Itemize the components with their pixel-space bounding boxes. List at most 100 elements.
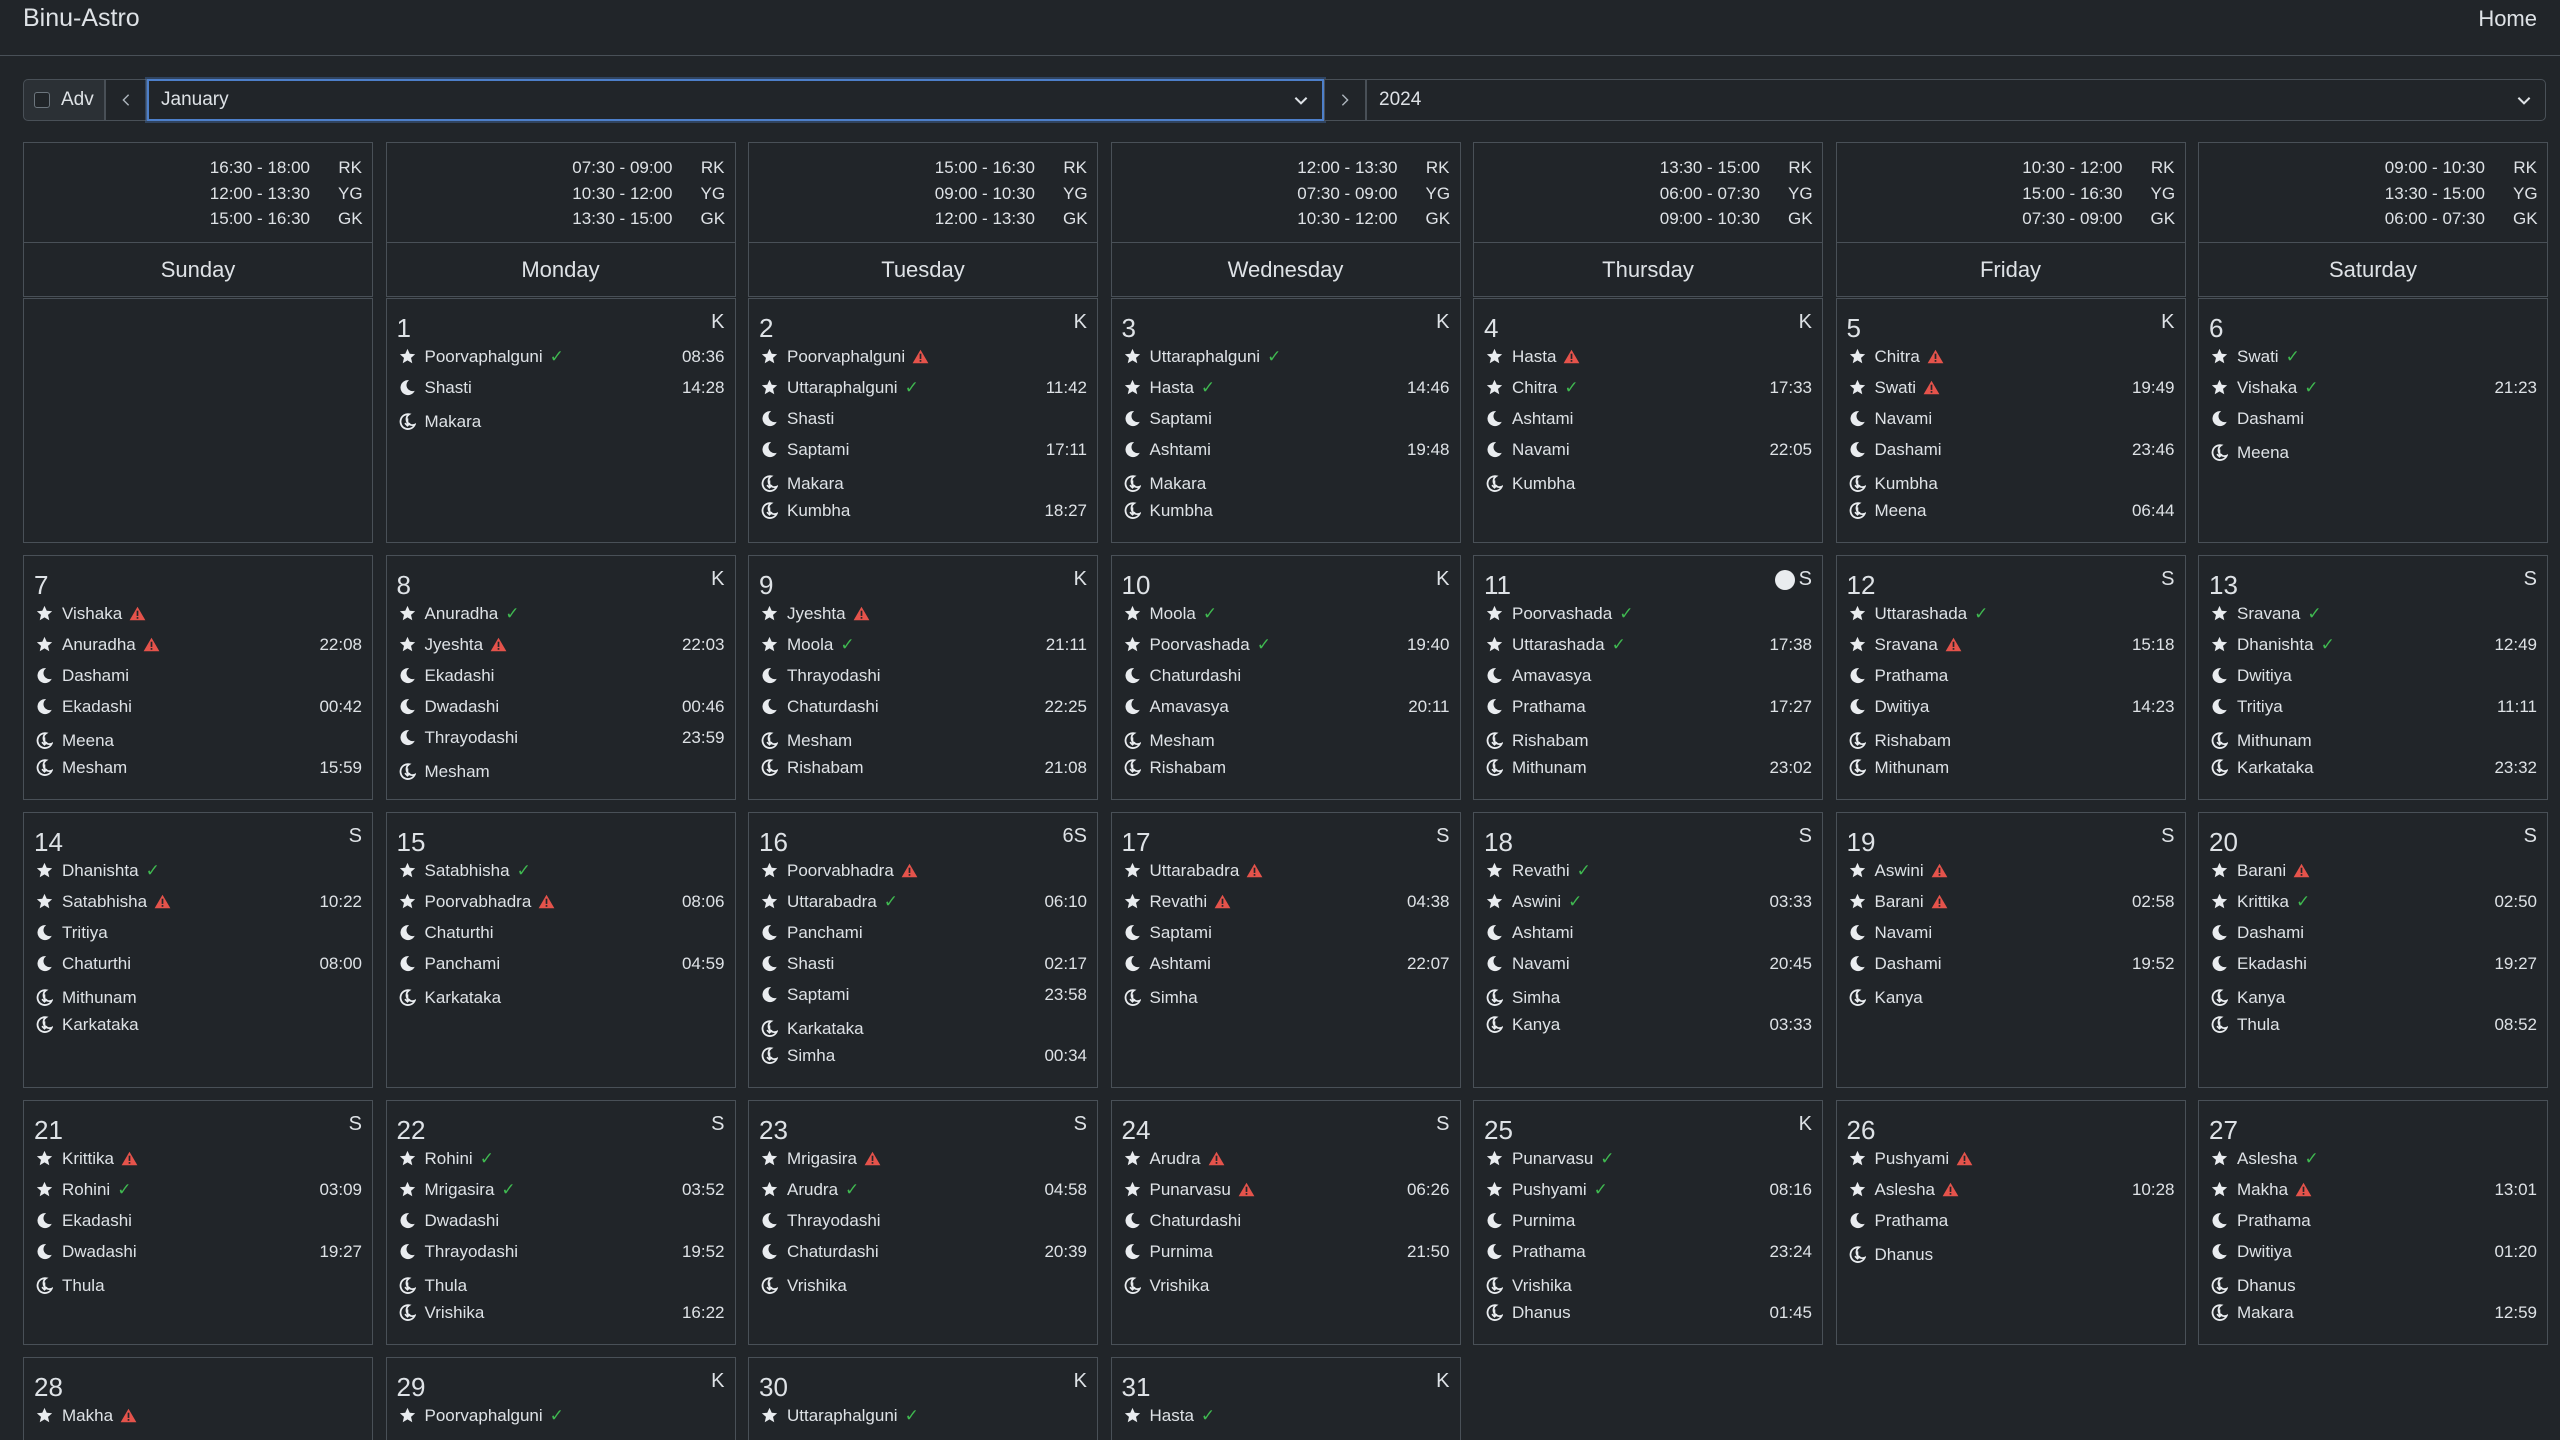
day-cell[interactable]: 23 S Mrigasira Arudra ✓ 04:58 Thrayodashi Chatu…: [748, 1100, 1098, 1345]
day-cell[interactable]: 25 K Punarvasu ✓ Pushyami ✓ 08:16 Purnima Pratha…: [1473, 1100, 1823, 1345]
nakshatra-name: Swati: [1874, 377, 1917, 397]
month-select[interactable]: January: [147, 79, 1324, 121]
day-cell[interactable]: 30 K Uttaraphalguni ✓: [748, 1357, 1098, 1440]
day-cell[interactable]: 24 S Arudra Punarvasu 06:26 Chaturdashi Purnim…: [1110, 1100, 1461, 1345]
timings-block: 07:30 - 09:00 RK 10:30 - 12:00 YG 13:30 - 15…: [386, 143, 735, 243]
day-cell[interactable]: 5 K Chitra Swati 19:49 Navami Dashami 23:46 Kumb…: [1835, 298, 2186, 543]
end-time: 19:52: [2131, 953, 2175, 973]
timing-row: 15:00 - 16:30 YG: [1837, 181, 2175, 207]
nakshatra-row: Sravana ✓: [2209, 598, 2537, 629]
adv-label: Adv: [61, 89, 94, 110]
tag-label: S: [1436, 1113, 1450, 1135]
weekday-name: Tuesday: [881, 256, 965, 282]
day-cell[interactable]: 19 S Aswini Barani 02:58 Navami Dashami 19:52 Ka…: [1835, 812, 2186, 1088]
next-month-button[interactable]: [1324, 79, 1366, 121]
day-cell[interactable]: 14 S Dhanishta ✓ Satabhisha 10:22 Tritiya Chatu…: [23, 812, 373, 1088]
weekday-name: Friday: [1979, 256, 2042, 282]
tithi-row: Dashami 23:46: [1847, 434, 2175, 465]
end-time: 02:17: [1044, 953, 1087, 973]
day-cell[interactable]: 7 Vishaka Anuradha 22:08 Dashami Ekadashi 00:4…: [23, 555, 373, 800]
timing-row: 13:30 - 15:00 RK: [1474, 155, 1812, 181]
moon-transit-icon: [1486, 759, 1503, 776]
day-cell[interactable]: 3 K Uttaraphalguni ✓ Hasta ✓ 14:46 Saptami Ashta…: [1110, 298, 1461, 543]
day-cell[interactable]: 12 S Uttarashada ✓ Sravana 15:18 Prathama Dwiti…: [1835, 555, 2186, 800]
day-tag: S: [349, 825, 362, 848]
brand-title[interactable]: Binu-Astro: [23, 4, 140, 32]
tithi-row: Navami 22:05: [1484, 434, 1812, 465]
adv-toggle[interactable]: Adv: [23, 79, 105, 121]
day-cell[interactable]: 27 Aslesha ✓ Makha 13:01 Prathama Dwitiya 01:20…: [2198, 1100, 2548, 1345]
day-cell[interactable]: 21 S Krittika Rohini ✓ 03:09 Ekadashi Dwadashi 1…: [23, 1100, 373, 1345]
star-icon: [1486, 1181, 1503, 1197]
home-link[interactable]: Home: [2478, 6, 2537, 31]
day-number: 21: [34, 1115, 63, 1145]
day-cell[interactable]: 13 S Sravana ✓ Dhanishta ✓ 12:49 Dwitiya Tritiya…: [2198, 555, 2548, 800]
star-icon: [1486, 379, 1503, 395]
calendar-controls: Adv January 2024: [23, 79, 2546, 121]
end-time: 14:46: [1406, 377, 1450, 397]
day-cell[interactable]: 31 K Hasta ✓: [1110, 1357, 1461, 1440]
moon-icon: [1125, 668, 1140, 684]
tithi-row: Thrayodashi 19:52: [397, 1236, 725, 1267]
navbar: Binu-Astro Home: [0, 0, 2560, 56]
check-icon: ✓: [516, 860, 531, 880]
day-cell[interactable]: 10 K Moola ✓ Poorvashada ✓ 19:40 Chaturdashi Ama…: [1110, 555, 1461, 800]
tithi-name: Chaturdashi: [787, 1241, 879, 1261]
day-cell[interactable]: 29 K Poorvaphalguni ✓: [385, 1357, 736, 1440]
day-cell[interactable]: 20 S Barani Krittika ✓ 02:50 Dashami Ekadashi 19…: [2198, 812, 2548, 1088]
adv-checkbox[interactable]: [34, 92, 50, 108]
day-cell[interactable]: 16 6S Poorvabhadra Uttarabadra ✓ 06:10 Pancham…: [748, 812, 1098, 1088]
moon-icon: [400, 380, 415, 396]
day-cell[interactable]: 17 S Uttarabadra Revathi 04:38 Saptami Ashtami…: [1110, 812, 1461, 1088]
end-time: 19:49: [2131, 377, 2175, 397]
day-cell[interactable]: 28 Makha: [23, 1357, 373, 1440]
timing-value: 13:30 - 15:00: [2384, 183, 2485, 203]
day-cell[interactable]: 22 S Rohini ✓ Mrigasira ✓ 03:52 Dwadashi Thrayod…: [385, 1100, 736, 1345]
day-cell[interactable]: 26 Pushyami Aslesha 10:28 Prathama Dhanus: [1835, 1100, 2186, 1345]
day-cell[interactable]: 4 K Hasta Chitra ✓ 17:33 Ashtami Navami 22:05 Kum…: [1473, 298, 1823, 543]
prev-month-button[interactable]: [105, 79, 147, 121]
day-number: 13: [2209, 570, 2238, 600]
day-cell[interactable]: 1 K Poorvaphalguni ✓ 08:36 Shasti 14:28 Makara: [385, 298, 736, 543]
day-cell[interactable]: 15 Satabhisha ✓ Poorvabhadra 08:06 Chaturthi P…: [385, 812, 736, 1088]
moon-icon: [1850, 1213, 1865, 1229]
rasi-row: Mesham: [1122, 727, 1450, 754]
end-time: 08:06: [681, 891, 725, 911]
end-time: 14:23: [2131, 696, 2175, 716]
day-cell[interactable]: 8 K Anuradha ✓ Jyeshta 22:03 Ekadashi Dwadashi 0…: [385, 555, 736, 800]
moon-transit-icon: [2211, 732, 2228, 749]
tag-label: S: [2523, 568, 2537, 590]
rasi-row: Simha: [1122, 984, 1450, 1011]
rasi-name: Makara: [424, 411, 482, 431]
warning-icon: [853, 606, 869, 621]
year-select[interactable]: 2024: [1366, 79, 2546, 121]
tithi-name: Thrayodashi: [424, 1241, 519, 1261]
nakshatra-row: Swati 19:49: [1847, 372, 2175, 403]
tithi-name: Dashami: [62, 665, 130, 685]
tag-label: K: [1073, 311, 1087, 333]
week-row: 14 S Dhanishta ✓ Satabhisha 10:22 Tritiya Chatu…: [23, 812, 2548, 1088]
day-cell[interactable]: 9 K Jyeshta Moola ✓ 21:11 Thrayodashi Chaturdas…: [748, 555, 1098, 800]
cell-header: 7: [34, 568, 362, 600]
moon-icon: [2212, 699, 2227, 715]
nakshatra-row: Aswini ✓ 03:33: [1484, 886, 1812, 917]
nakshatra-name: Hasta: [1149, 377, 1194, 397]
tithi-name: Ashtami: [1149, 439, 1211, 459]
day-cell[interactable]: 11 S Poorvashada ✓ Uttarashada ✓ 17:38 Amavasya…: [1473, 555, 1823, 800]
tag-label: S: [2161, 568, 2175, 590]
cell-header: 14 S: [34, 825, 362, 857]
day-number: 10: [1121, 570, 1151, 600]
moon-icon: [762, 442, 777, 458]
star-icon: [399, 636, 415, 652]
nakshatra-row: Revathi 04:38: [1122, 886, 1450, 917]
day-cell[interactable]: 2 K Poorvaphalguni Uttaraphalguni ✓ 11:42 Shas…: [748, 298, 1098, 543]
check-icon: ✓: [549, 346, 564, 366]
day-cell[interactable]: 6 Swati ✓ Vishaka ✓ 21:23 Dashami Meena: [2198, 298, 2548, 543]
timing-key: YG: [1063, 183, 1088, 203]
day-cell[interactable]: 18 S Revathi ✓ Aswini ✓ 03:33 Ashtami Navami 20:4…: [1473, 812, 1823, 1088]
warning-icon: [1564, 349, 1580, 364]
nakshatra-name: Uttarabadra: [1149, 860, 1240, 880]
day-number: 2: [759, 313, 774, 343]
star-icon: [1849, 379, 1865, 395]
